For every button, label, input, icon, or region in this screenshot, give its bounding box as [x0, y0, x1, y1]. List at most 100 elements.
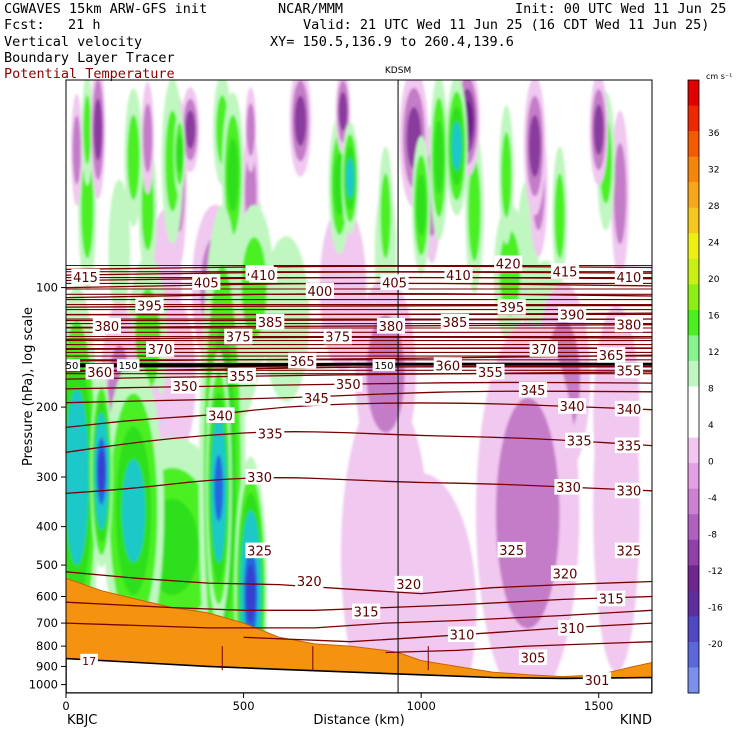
colorbar-label: -12: [708, 567, 723, 577]
theta-label-bg: [529, 341, 558, 357]
theta-label: 365: [599, 349, 624, 364]
y-tick-label: 400: [36, 520, 58, 534]
x-tick-label: 1000: [407, 699, 436, 713]
header-xy: XY= 150.5,136.9 to 260.4,139.6: [270, 34, 514, 50]
theta-label-bg: [394, 575, 423, 592]
theta-label-bg: [597, 347, 626, 363]
theta-label-bg: [192, 274, 221, 290]
colorbar-swatch: [688, 539, 699, 566]
vv-cell: [93, 98, 103, 161]
theta-label-bg: [249, 267, 278, 283]
theta-label-bg: [614, 268, 643, 285]
y-tick-label: 800: [36, 639, 58, 653]
theta-label: 385: [258, 316, 283, 331]
theta-label-bg: [85, 363, 114, 380]
header-fcst-label: Fcst:: [4, 17, 45, 33]
right-endpoint-label: KIND: [620, 713, 652, 728]
vv-cell: [593, 104, 604, 155]
theta-contour: [66, 571, 652, 595]
theta-label-bg: [518, 649, 548, 666]
theta-label-bg: [295, 573, 324, 589]
vv-cell: [346, 158, 355, 199]
theta-label-bg: [206, 407, 235, 423]
tropopause-label: 150: [59, 361, 78, 372]
theta-label-bg: [352, 603, 381, 620]
terrain-label: 17: [82, 655, 96, 668]
colorbar-label: 24: [708, 239, 720, 249]
theta-label-bg: [256, 313, 285, 330]
vv-cell: [593, 344, 640, 673]
theta-contour: [66, 609, 652, 629]
plot-area: 4154054104054104204154104104003953853853…: [59, 80, 652, 693]
vv-cell: [554, 173, 565, 259]
theta-label: 330: [616, 485, 641, 500]
theta-label: 315: [354, 606, 379, 621]
vv-cell: [294, 95, 307, 146]
vv-cell: [127, 114, 140, 200]
vv-cell: [380, 173, 391, 259]
theta-label-bg: [376, 318, 406, 334]
theta-contour: [385, 641, 652, 654]
vv-cell: [433, 120, 444, 195]
theta-label-bg: [558, 619, 587, 636]
theta-contour: [66, 477, 652, 495]
colorbar-swatch: [688, 105, 699, 132]
theta-label-bg: [227, 367, 256, 384]
theta-label-bg: [494, 255, 523, 272]
theta-label-bg: [558, 306, 587, 323]
header-fcst-value: 21 h: [68, 17, 101, 33]
theta-label-bg: [518, 381, 548, 398]
theta-label: 380: [616, 319, 641, 334]
theta-label: 390: [560, 309, 585, 324]
theta-label: 385: [442, 316, 467, 331]
y-axis-label: Pressure (hPa), log scale: [21, 307, 36, 466]
terrain-layer: [66, 577, 652, 693]
theta-label-bg: [302, 390, 331, 406]
theta-label: 395: [137, 300, 162, 315]
theta-label-bg: [447, 626, 477, 643]
theta-label: 325: [499, 544, 524, 559]
vv-cell: [501, 132, 512, 218]
theta-label: 355: [229, 370, 254, 385]
theta-label: 420: [496, 258, 521, 273]
colorbar-swatch: [688, 616, 699, 643]
colorbar-swatch: [688, 156, 699, 183]
vv-cell: [227, 138, 239, 212]
theta-label-bg: [71, 268, 100, 285]
theta-label-bg: [497, 299, 526, 315]
theta-label: 330: [247, 471, 272, 486]
header-valid: Valid: 21 UTC Wed 11 Jun 25 (16 CDT Wed …: [303, 17, 710, 33]
theta-label: 335: [258, 427, 283, 442]
axes: 100 200 300 400 500 600 700 800 900 1000 0 500 1000 1…: [21, 66, 652, 728]
tropopause-label-bg: [116, 359, 140, 372]
header-org: NCAR/MMM: [278, 1, 344, 17]
vv-cell: [72, 115, 81, 185]
colorbar-swatch: [688, 463, 699, 490]
colorbar-swatch: [688, 565, 699, 592]
theta-label-bg: [440, 313, 469, 330]
theta-label-bg: [476, 363, 505, 380]
theta-label-bg: [614, 362, 643, 379]
theta-contour: [66, 431, 652, 453]
theta-label: 415: [73, 271, 98, 286]
theta-label: 375: [325, 331, 350, 346]
theta-label-bg: [614, 400, 643, 417]
colorbar-swatch: [688, 667, 699, 694]
colorbar-frame: [687, 79, 700, 694]
theta-label-bg: [323, 328, 352, 345]
theta-label: 340: [560, 400, 585, 415]
theta-label-bg: [614, 542, 643, 559]
colorbar-label: 20: [708, 275, 720, 285]
theta-label-bg: [550, 565, 580, 581]
colorbar-label: 4: [708, 421, 714, 431]
theta-label-bg: [565, 432, 594, 449]
theta-label: 340: [616, 403, 641, 418]
header-field-bl-tracer: Boundary Layer Tracer: [4, 50, 175, 66]
theta-label-bg: [433, 357, 462, 373]
theta-label: 320: [396, 578, 421, 593]
theta-label: 415: [553, 265, 578, 280]
colorbar-label: 12: [708, 348, 719, 358]
tropopause-layer: [66, 362, 652, 367]
colorbar-swatch: [688, 131, 699, 158]
colorbar-label: 16: [708, 312, 720, 322]
